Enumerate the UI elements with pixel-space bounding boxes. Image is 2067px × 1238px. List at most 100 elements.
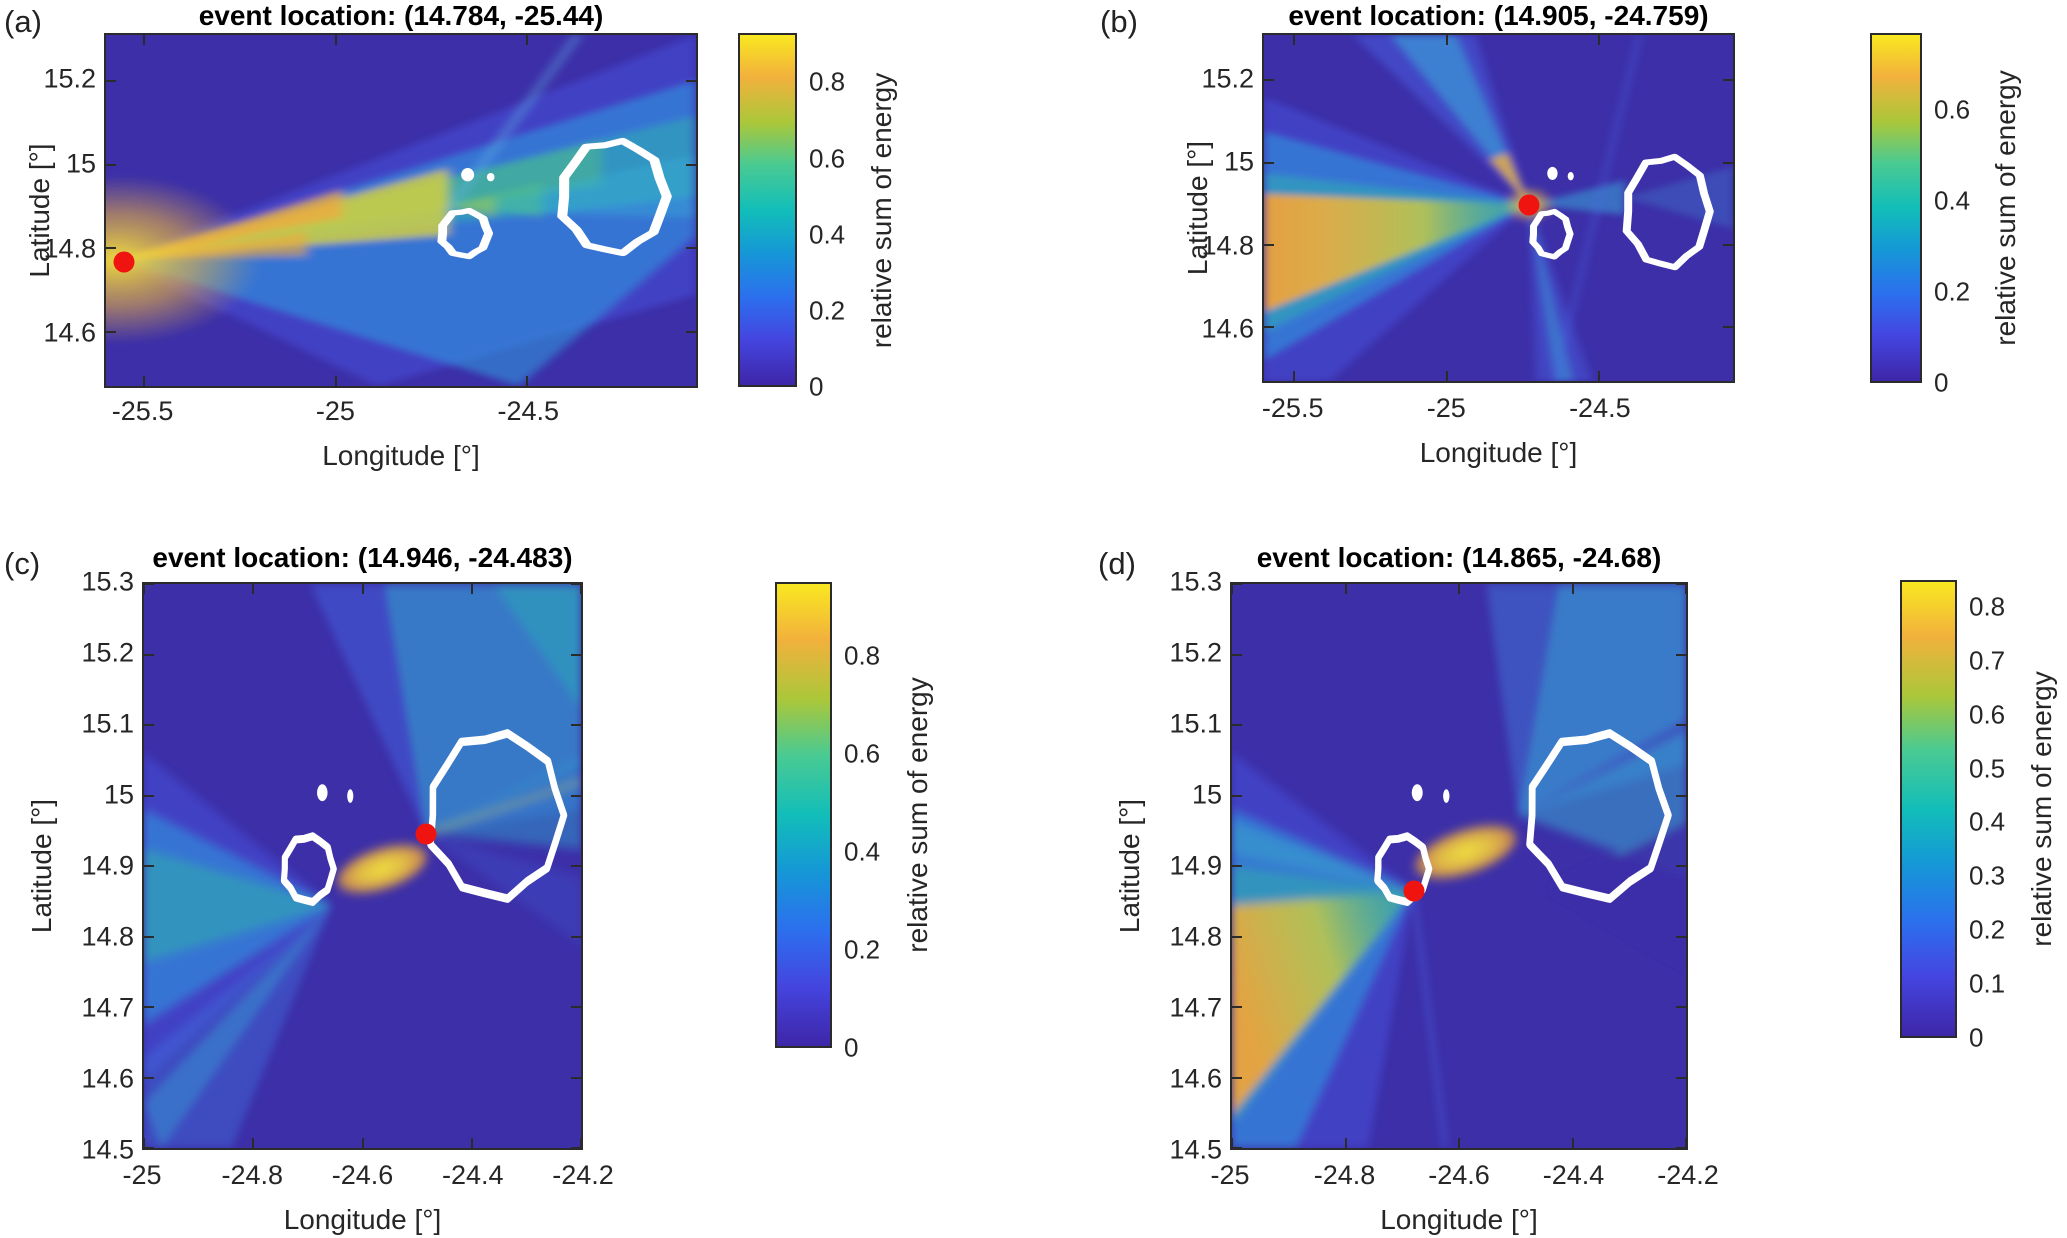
- y-tick-label: 15.2: [1169, 637, 1222, 668]
- energy-beams-b: [1264, 35, 1733, 381]
- tick-mark: [1344, 1138, 1347, 1148]
- y-tick-label: 14.9: [1169, 850, 1222, 881]
- tick-mark: [144, 584, 145, 594]
- tick-mark: [571, 584, 581, 585]
- tick-mark: [1232, 865, 1242, 867]
- tick-mark: [571, 935, 581, 938]
- colorbar-tick-label: 0.2: [1969, 914, 2006, 945]
- colorbar-b: [1870, 33, 1922, 383]
- panel-letter-d: (d): [1098, 546, 1136, 581]
- x-tick-label: -24.4: [1542, 1160, 1605, 1190]
- colorbar-tick-label: 0.1: [1969, 968, 2006, 999]
- coastline-contour: [1622, 153, 1714, 271]
- tick-mark: [1676, 653, 1686, 656]
- tick-mark: [1232, 935, 1242, 938]
- tick-mark: [686, 330, 696, 333]
- event-marker-c: [415, 823, 437, 845]
- tick-mark: [144, 1006, 154, 1008]
- heatmap-d: [1232, 584, 1686, 1148]
- tick-mark: [1232, 584, 1233, 594]
- tick-mark: [1676, 1006, 1686, 1008]
- tick-mark: [1264, 79, 1274, 82]
- islet-mark: [1443, 789, 1450, 803]
- y-tick-label: 14.6: [1201, 313, 1254, 344]
- colorbar-tick-label: 0.6: [1934, 94, 1971, 125]
- tick-mark: [686, 163, 696, 166]
- y-tick-label: 15.3: [1169, 566, 1222, 597]
- tick-mark: [144, 1138, 145, 1148]
- y-tick-label: 14.8: [1201, 230, 1254, 260]
- y-tick-label: 15: [103, 779, 134, 810]
- panel-a: (a) event location: (14.784, -25.44) Lat…: [0, 0, 1033, 500]
- y-tick-label: 15.2: [43, 63, 96, 94]
- x-tick-label: -24.8: [1313, 1160, 1376, 1190]
- colorbar-tick-label: 0.6: [844, 738, 881, 769]
- colorbar-tick-label: 0.6: [1969, 699, 2006, 730]
- tick-mark: [144, 724, 154, 726]
- colorbar-label-d: relative sum of energy: [2026, 671, 2057, 947]
- tick-mark: [1676, 1076, 1686, 1079]
- colorbar-tick-label: 0.6: [809, 143, 846, 174]
- tick-mark: [106, 163, 116, 166]
- panel-letter-a: (a): [4, 4, 42, 39]
- energy-beams-c: [144, 584, 581, 1148]
- tick-mark: [361, 1138, 364, 1148]
- tick-mark: [144, 653, 154, 656]
- tick-mark: [1232, 1147, 1242, 1148]
- panel-letter-c: (c): [4, 546, 41, 581]
- tick-mark: [1232, 794, 1242, 797]
- y-tick-label: 15.1: [1169, 708, 1222, 739]
- tick-mark: [144, 1076, 154, 1079]
- tick-mark: [144, 1147, 154, 1148]
- x-tick-label: -24.5: [1569, 393, 1631, 423]
- colorbar-label-a: relative sum of energy: [866, 72, 897, 349]
- panel-d: (d) event location: (14.865, -24.68) Lat…: [1034, 530, 2067, 1238]
- tick-mark: [580, 1138, 581, 1148]
- tick-mark: [252, 584, 255, 594]
- coastline-contour: [437, 207, 494, 260]
- tick-mark: [1676, 794, 1686, 797]
- colorbar-label-b: relative sum of energy: [1990, 70, 2021, 346]
- y-tick-label: 15.2: [1201, 63, 1254, 94]
- colorbar-tick-label: 0.4: [1934, 185, 1971, 216]
- tick-mark: [1232, 1006, 1242, 1008]
- x-tick-label: -25.5: [111, 396, 174, 426]
- islet-mark: [1547, 166, 1558, 180]
- tick-mark: [1685, 584, 1686, 594]
- colorbar-tick-label: 0.3: [1969, 860, 2006, 891]
- x-tick-label: -24.8: [221, 1160, 284, 1190]
- y-axis-ticks-a: 15.2 15 14.8 14.6: [0, 33, 96, 388]
- colorbar-tick-label: 0.2: [809, 295, 846, 326]
- colorbar-tick-label: 0.4: [809, 219, 846, 250]
- tick-mark: [571, 865, 581, 867]
- x-axis-ticks-c: -25 -24.8 -24.6 -24.4 -24.2: [122, 1160, 613, 1194]
- colorbar-tick-label: 0.8: [1969, 591, 2006, 622]
- x-tick-label: -24.6: [331, 1160, 394, 1190]
- tick-mark: [1676, 1147, 1686, 1148]
- tick-mark: [1723, 244, 1733, 247]
- tick-mark: [686, 247, 696, 250]
- y-tick-label: 15: [1223, 146, 1254, 177]
- tick-mark: [1598, 35, 1600, 45]
- colorbar-tick-label: 0.7: [1969, 645, 2006, 676]
- colorbar-tick-label: 0.2: [844, 934, 881, 965]
- y-axis-ticks-d: 15.3 15.2 15.1 15 14.9 14.8 14.7 14.6 14.5: [1126, 567, 1222, 1165]
- panel-b: (b) event location: (14.905, -24.759) La…: [1034, 0, 2067, 500]
- tick-mark: [144, 794, 154, 797]
- y-tick-label: 14.8: [81, 921, 134, 952]
- y-axis-ticks-c: 15.3 15.2 15.1 15 14.9 14.8 14.7 14.6 14.5: [38, 567, 134, 1165]
- y-axis-ticks-b: 15.2 15 14.8 14.6: [1158, 33, 1254, 383]
- colorbar-tick-label: 0: [1969, 1022, 1984, 1053]
- coastline-contour: [557, 137, 672, 257]
- tick-mark: [571, 724, 581, 726]
- event-marker-b: [1518, 194, 1540, 216]
- tick-mark: [106, 247, 116, 250]
- colorbar-ticks-b: 0.6 0.4 0.2 0: [1934, 33, 1994, 398]
- tick-mark: [143, 35, 146, 45]
- islet-mark: [461, 168, 475, 182]
- colorbar-tick-label: 0: [1934, 367, 1949, 398]
- y-tick-label: 15.2: [81, 637, 134, 668]
- x-axis-label-c: Longitude [°]: [283, 1204, 442, 1235]
- tick-mark: [334, 376, 337, 386]
